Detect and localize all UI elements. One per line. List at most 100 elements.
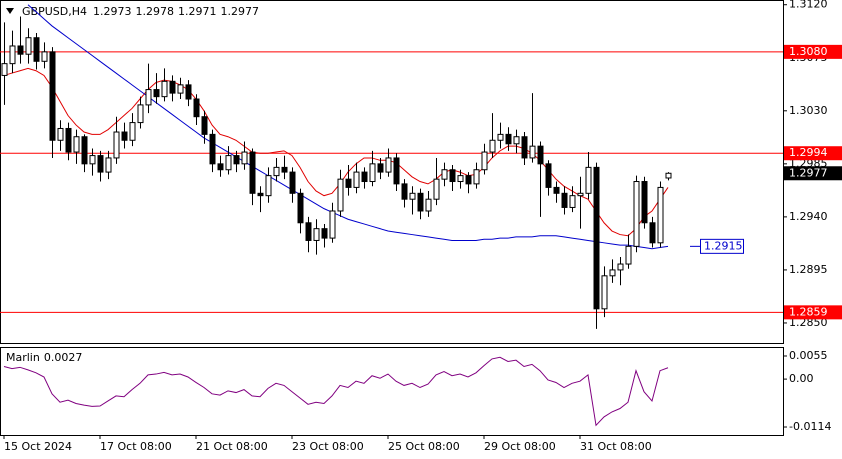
candle-body (577, 192, 584, 197)
y-tick-label: 1.2895 (789, 263, 828, 276)
candle-body (225, 155, 232, 171)
candle-body (97, 155, 104, 173)
y-tick-label: -0.0114 (789, 420, 831, 433)
candle-body (105, 157, 112, 173)
candle-body (505, 133, 512, 145)
candle-body (633, 181, 640, 247)
candle-body (273, 166, 280, 177)
candle-body (585, 166, 592, 194)
main-panel (0, 0, 784, 344)
candle-body (89, 155, 96, 165)
close: 1.2977 (220, 5, 259, 18)
candle-body (465, 175, 472, 185)
y-tick-label: 1.3030 (789, 104, 828, 117)
candle-body (553, 186, 560, 194)
y-tick-label: 0.0055 (789, 349, 828, 362)
candle-body (313, 228, 320, 241)
candle-body (385, 157, 392, 173)
candle-body (545, 163, 552, 188)
level-label-box (784, 305, 842, 320)
candle-body (305, 222, 312, 241)
candle-body (81, 136, 88, 165)
candle-body (569, 195, 576, 208)
candle-body (665, 172, 672, 179)
candle-body (129, 122, 136, 141)
candle-body (449, 169, 456, 183)
candle-body (257, 192, 264, 197)
candle-body (497, 133, 504, 141)
candle-body (169, 80, 176, 94)
candle-body (457, 175, 464, 183)
candle-body (161, 80, 168, 98)
x-tick-label: 23 Oct 08:00 (292, 440, 364, 453)
x-tick-label: 29 Oct 08:00 (484, 440, 556, 453)
price-label: 1.2977 (789, 166, 828, 179)
candle-body (441, 169, 448, 180)
candle-body (337, 178, 344, 212)
candle-body (593, 166, 600, 310)
candle-body (377, 163, 384, 173)
x-tick-label: 17 Oct 08:00 (100, 440, 172, 453)
y-tick-label: 0.00 (789, 372, 814, 385)
candle-body (345, 178, 352, 188)
candle-body (209, 133, 216, 165)
candle-body (49, 51, 56, 141)
y-tick-label: 1.3120 (789, 0, 828, 11)
candle-body (41, 51, 48, 62)
indicator-value: 0.0027 (44, 351, 83, 364)
candle-body (233, 155, 240, 165)
candle-body (409, 192, 416, 200)
candle-body (521, 136, 528, 159)
candle-body (137, 104, 144, 124)
x-tick-label: 21 Oct 08:00 (196, 440, 268, 453)
candle-body (25, 37, 32, 55)
candle-body (329, 210, 336, 239)
candle-body (177, 84, 184, 94)
candle-body (369, 163, 376, 183)
indicator-line (3, 356, 669, 427)
indicator-plot (3, 356, 669, 427)
level-label: 1.3080 (789, 45, 828, 58)
candle-body (609, 269, 616, 277)
moving-average (27, 4, 669, 250)
price-label-box (784, 166, 842, 181)
candle-body (249, 151, 256, 194)
level-label-box (784, 146, 842, 161)
candle-body (529, 145, 536, 159)
candle-body (297, 192, 304, 224)
candle-body (241, 151, 248, 165)
candle-body (537, 145, 544, 165)
candle-body (601, 275, 608, 310)
indicator-label: Marlin 0.0027 (6, 351, 82, 364)
high: 1.2978 (135, 5, 174, 18)
menu-arrow[interactable] (6, 8, 14, 14)
candle-body (513, 136, 520, 145)
low: 1.2971 (178, 5, 217, 18)
candle-body (481, 151, 488, 171)
candle-body (401, 183, 408, 200)
x-tick-label: 25 Oct 08:00 (388, 440, 460, 453)
candle-body (185, 84, 192, 100)
candle-body (361, 171, 368, 183)
candle-body (289, 171, 296, 194)
candle-body (433, 178, 440, 200)
candle-body (9, 45, 16, 65)
candle-body (353, 171, 360, 188)
candle-body (417, 192, 424, 212)
candle-body (201, 116, 208, 135)
candle-body (473, 169, 480, 185)
candle-body (145, 89, 152, 106)
candle-body (281, 166, 288, 173)
candle-body (217, 163, 224, 171)
candle-body (121, 131, 128, 141)
x-tick-label: 31 Oct 08:00 (580, 440, 652, 453)
candle-body (489, 139, 496, 153)
candle-body (113, 131, 120, 159)
candle-body (33, 37, 40, 62)
level-label-box (784, 44, 842, 59)
candle-body (393, 157, 400, 185)
candle-body (649, 222, 656, 244)
candle-body (265, 175, 272, 197)
